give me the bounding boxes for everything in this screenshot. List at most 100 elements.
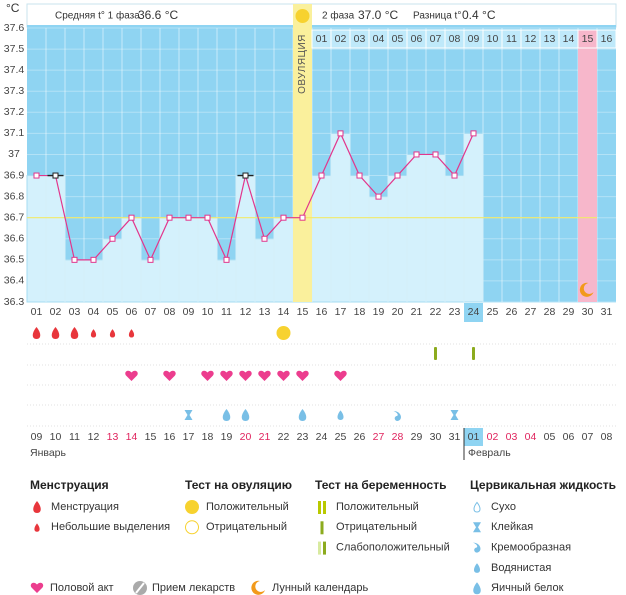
cycle-day: 21 bbox=[411, 306, 423, 318]
temperature-point bbox=[470, 130, 477, 137]
spotting bbox=[128, 329, 135, 338]
temperature-bar bbox=[83, 259, 104, 303]
date: 26 bbox=[354, 431, 366, 443]
legend-item: Небольшие выделения bbox=[51, 521, 170, 533]
temperature-bar bbox=[349, 175, 370, 303]
y-tick-label: 36.7 bbox=[4, 211, 25, 223]
cycle-day: 30 bbox=[582, 306, 594, 318]
temperature-point bbox=[451, 172, 458, 179]
date: 18 bbox=[202, 431, 214, 443]
legend-icon bbox=[323, 501, 326, 514]
temperature-point bbox=[71, 256, 78, 263]
temperature-point bbox=[109, 235, 116, 242]
temperature-point bbox=[90, 256, 97, 263]
phase2-day: 12 bbox=[525, 33, 537, 45]
y-tick-label: 36.4 bbox=[4, 275, 25, 287]
y-tick-label: 36.8 bbox=[4, 190, 25, 202]
date: 07 bbox=[582, 431, 594, 443]
y-tick-label: 36.6 bbox=[4, 233, 25, 245]
spotting bbox=[109, 329, 116, 338]
pregnancy-test bbox=[434, 347, 437, 360]
temperature-bar bbox=[102, 238, 123, 303]
legend-title: Менструация bbox=[30, 478, 109, 492]
phase2-day: 15 bbox=[582, 33, 594, 45]
legend-item: Отрицательный bbox=[206, 521, 287, 533]
cycle-day: 22 bbox=[430, 306, 442, 318]
phase2-day: 14 bbox=[563, 33, 575, 45]
phase2-day: 10 bbox=[487, 33, 499, 45]
legend-item: Сухо bbox=[491, 501, 516, 513]
legend-icon bbox=[473, 542, 481, 553]
legend-icon bbox=[318, 541, 321, 555]
date: 12 bbox=[88, 431, 100, 443]
temperature-point bbox=[394, 172, 401, 179]
y-tick-label: 36.9 bbox=[4, 169, 25, 181]
date: 28 bbox=[392, 431, 404, 443]
phase2-day: 07 bbox=[430, 33, 442, 45]
header-value: 36.6 °C bbox=[138, 8, 178, 22]
date: 27 bbox=[373, 431, 385, 443]
header-value: 0.4 °C bbox=[462, 8, 496, 22]
legend-icon bbox=[185, 520, 199, 535]
sex bbox=[239, 370, 252, 381]
date: 25 bbox=[335, 431, 347, 443]
phase2-day: 03 bbox=[354, 33, 366, 45]
legend-title: Тест на овуляцию bbox=[185, 478, 292, 492]
sex bbox=[258, 370, 271, 381]
cycle-day: 08 bbox=[164, 306, 176, 318]
temperature-line bbox=[36, 131, 475, 262]
cycle-day: 14 bbox=[278, 306, 290, 318]
ovulation-column bbox=[293, 4, 312, 302]
legend-item: Слабоположительный bbox=[336, 542, 450, 554]
date: 01 bbox=[468, 431, 480, 443]
legend-icon bbox=[251, 580, 265, 595]
temperature-bar bbox=[178, 217, 199, 303]
month: Февраль bbox=[468, 447, 511, 459]
date: 08 bbox=[601, 431, 613, 443]
phase2-day: 13 bbox=[544, 33, 556, 45]
date: 13 bbox=[107, 431, 119, 443]
cycle-day: 27 bbox=[525, 306, 537, 318]
cycle-day: 13 bbox=[259, 306, 271, 318]
legend-icon bbox=[185, 500, 199, 514]
cycle-day: 16 bbox=[316, 306, 328, 318]
legend-icon bbox=[135, 582, 145, 594]
legend-icon bbox=[33, 501, 41, 513]
phase2-day: 04 bbox=[373, 33, 385, 45]
legend-item: Положительный bbox=[336, 501, 419, 513]
today-cell bbox=[464, 303, 483, 322]
pregnancy-test bbox=[472, 347, 475, 360]
phase2-day: 05 bbox=[392, 33, 404, 45]
cycle-day: 25 bbox=[487, 306, 499, 318]
legend-item: Водянистая bbox=[491, 562, 551, 574]
phase2-day: 06 bbox=[411, 33, 423, 45]
date: 06 bbox=[563, 431, 575, 443]
cycle-day: 04 bbox=[88, 306, 100, 318]
temperature-bar bbox=[425, 153, 446, 303]
phase2-day: 09 bbox=[468, 33, 480, 45]
cycle-day: 06 bbox=[126, 306, 138, 318]
legend-item: Яичный белок bbox=[491, 582, 564, 594]
y-tick-label: 37.4 bbox=[4, 64, 25, 76]
cycle-day: 15 bbox=[297, 306, 309, 318]
cervical-sticky bbox=[450, 410, 459, 420]
date: 02 bbox=[487, 431, 499, 443]
temperature-point bbox=[204, 214, 211, 221]
legend-item: Половой акт bbox=[50, 582, 114, 594]
temperature-bar bbox=[273, 217, 294, 303]
cycle-day: 11 bbox=[221, 306, 232, 318]
date: 15 bbox=[145, 431, 157, 443]
legend-title: Тест на беременность bbox=[315, 478, 446, 492]
legend-item: Прием лекарств bbox=[152, 582, 235, 594]
sex bbox=[125, 370, 138, 381]
temperature-point bbox=[413, 151, 420, 158]
y-tick-label: 36.3 bbox=[4, 296, 25, 308]
phase2-day: 08 bbox=[449, 33, 461, 45]
legend-item: Клейкая bbox=[491, 521, 533, 533]
ovulation-label: ОВУЛЯЦИЯ bbox=[297, 34, 308, 94]
temperature-bar bbox=[406, 153, 427, 303]
temperature-point bbox=[375, 193, 382, 200]
cycle-day: 02 bbox=[50, 306, 62, 318]
cycle-day: 09 bbox=[183, 306, 195, 318]
